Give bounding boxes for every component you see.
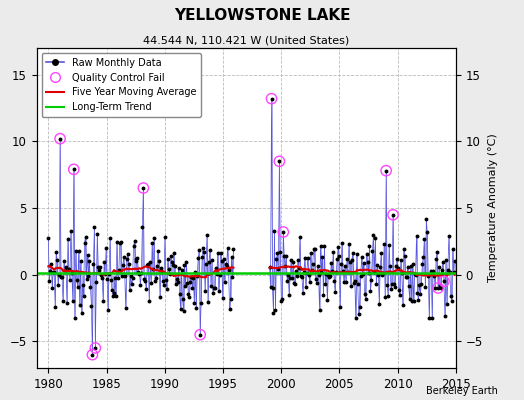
Point	[196, 332, 204, 338]
Point	[389, 212, 397, 218]
Point	[139, 185, 148, 191]
Point	[440, 278, 448, 284]
Point	[56, 136, 64, 142]
Point	[434, 285, 442, 291]
Point	[70, 166, 78, 172]
Y-axis label: Temperature Anomaly (°C): Temperature Anomaly (°C)	[488, 134, 498, 282]
Point	[267, 96, 276, 102]
Point	[279, 229, 288, 235]
Point	[88, 352, 96, 358]
Text: Berkeley Earth: Berkeley Earth	[426, 386, 498, 396]
Title: 44.544 N, 110.421 W (United States): 44.544 N, 110.421 W (United States)	[143, 36, 350, 46]
Point	[382, 168, 390, 174]
Point	[275, 158, 283, 164]
Legend: Raw Monthly Data, Quality Control Fail, Five Year Moving Average, Long-Term Tren: Raw Monthly Data, Quality Control Fail, …	[41, 53, 201, 117]
Text: YELLOWSTONE LAKE: YELLOWSTONE LAKE	[174, 8, 350, 23]
Point	[91, 345, 100, 351]
